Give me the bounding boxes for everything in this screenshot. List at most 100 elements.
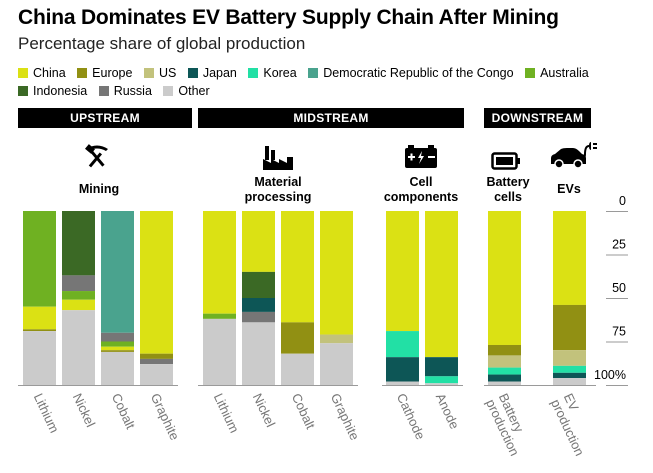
legend-swatch xyxy=(248,68,259,78)
bar-segment-china xyxy=(62,299,95,311)
chart-subtitle: Percentage share of global production xyxy=(18,34,306,53)
bar-segment-china xyxy=(386,211,419,332)
legend-item-japan: Japan xyxy=(187,64,237,82)
x-tick-label: Batteryproduction xyxy=(483,391,535,458)
legend-label: Australia xyxy=(540,66,589,80)
group-label-material-processing: Material processing xyxy=(244,175,312,204)
legend-item-china: China xyxy=(18,64,66,82)
legend-label: Europe xyxy=(92,66,133,80)
bar-segment-europe xyxy=(281,322,314,354)
bar-segment-russia xyxy=(140,358,173,365)
bar-segment-japan xyxy=(242,298,275,312)
bar-segment-china xyxy=(553,211,586,305)
legend-item-other: Other xyxy=(163,82,210,100)
legend: China Europe US Japan Korea Democratic R… xyxy=(18,64,648,100)
bar-segment-korea xyxy=(488,367,521,375)
bar-segment-other xyxy=(140,364,173,385)
legend-item-indonesia: Indonesia xyxy=(18,82,87,100)
group-label-cell-components: Cell components xyxy=(383,175,459,204)
factory-icon xyxy=(263,146,293,170)
legend-item-australia: Australia xyxy=(525,64,589,82)
electric-car-icon xyxy=(551,142,597,169)
x-tick-label: Graphite xyxy=(328,391,363,443)
bar-segment-japan xyxy=(386,357,419,382)
y-tick-label: 0 xyxy=(619,194,626,208)
legend-label: US xyxy=(158,66,177,80)
bar-segment-china xyxy=(425,211,458,358)
bar-segment-korea xyxy=(386,331,419,358)
legend-item-us: US xyxy=(143,64,177,82)
y-tick-label: 50 xyxy=(612,281,626,295)
legend-swatch xyxy=(143,68,154,78)
bar-segment-japan xyxy=(425,357,458,377)
legend-label: Indonesia xyxy=(33,84,88,98)
battery-icon xyxy=(491,152,520,170)
legend-swatch xyxy=(18,86,28,96)
bar-segment-democratic-republic-of-the-congo xyxy=(101,211,134,333)
bar-segment-other xyxy=(242,322,275,385)
bar-segment-other xyxy=(386,381,419,385)
bar-segment-australia xyxy=(23,211,56,307)
legend-swatch xyxy=(187,68,198,78)
legend-label: Democratic Republic of the Congo xyxy=(323,66,514,80)
y-tick-label: 75 xyxy=(612,325,626,339)
chart-title: China Dominates EV Battery Supply Chain … xyxy=(18,6,559,29)
bar-segment-russia xyxy=(242,311,275,323)
group-label-mining: Mining xyxy=(78,182,120,196)
hammer-pickaxe-icon xyxy=(85,144,108,168)
x-tick-label: Cathode xyxy=(394,391,428,442)
legend-item-drc: Democratic Republic of the Congo xyxy=(308,64,514,82)
legend-label: Japan xyxy=(202,66,237,80)
bar-segment-other xyxy=(425,383,458,385)
bar-segment-china xyxy=(281,211,314,323)
group-label-battery-cells: Battery cells xyxy=(486,175,530,204)
bar-segment-other xyxy=(62,310,95,385)
x-tick-label: Cobalt xyxy=(289,391,319,432)
x-tick-label-line: EV xyxy=(561,391,582,413)
bar-segment-us xyxy=(488,355,521,368)
group-label-evs: EVs xyxy=(557,182,581,196)
bar-segment-china xyxy=(203,211,236,314)
stage-downstream: DOWNSTREAM xyxy=(484,108,591,128)
bar-segment-china xyxy=(140,211,173,354)
bar-segment-us xyxy=(320,334,353,344)
legend-swatch xyxy=(163,86,174,96)
bar-segment-australia xyxy=(62,291,95,300)
bar-segment-japan xyxy=(488,374,521,382)
x-tick-label: Graphite xyxy=(148,391,183,443)
bar-segment-other xyxy=(320,343,353,385)
x-tick-label: Anode xyxy=(433,391,462,431)
bar-segment-europe xyxy=(488,344,521,356)
legend-item-europe: Europe xyxy=(77,64,132,82)
legend-label: Russia xyxy=(113,84,152,98)
stage-upstream: UPSTREAM xyxy=(18,108,192,128)
stage-midstream: MIDSTREAM xyxy=(198,108,464,128)
bar-segment-europe xyxy=(140,353,173,359)
x-tick-label: Nickel xyxy=(70,391,99,430)
bar-segment-china xyxy=(101,346,134,351)
bar-segment-other xyxy=(23,331,56,385)
legend-swatch xyxy=(98,86,109,96)
bar-segment-other xyxy=(101,351,134,385)
bar-segment-other xyxy=(203,318,236,385)
battery-charge-icon xyxy=(405,145,437,168)
bar-segment-china xyxy=(23,306,56,330)
bar-segment-australia xyxy=(203,313,236,319)
bar-segment-europe xyxy=(23,329,56,332)
x-tick-label: Lithium xyxy=(31,391,62,435)
bar-segment-us xyxy=(553,350,586,366)
x-tick-label: Cobalt xyxy=(109,391,139,432)
x-tick-label: Nickel xyxy=(250,391,279,430)
bar-segment-china xyxy=(242,211,275,272)
legend-label: Korea xyxy=(263,66,297,80)
bar-segment-other xyxy=(553,378,586,385)
bar-segment-china xyxy=(320,211,353,335)
bar-segment-korea xyxy=(425,376,458,384)
x-tick-label: Lithium xyxy=(211,391,242,435)
bar-segment-russia xyxy=(62,275,95,292)
legend-item-korea: Korea xyxy=(248,64,297,82)
legend-swatch xyxy=(525,68,536,78)
legend-swatch xyxy=(18,68,28,78)
legend-item-russia: Russia xyxy=(98,82,152,100)
